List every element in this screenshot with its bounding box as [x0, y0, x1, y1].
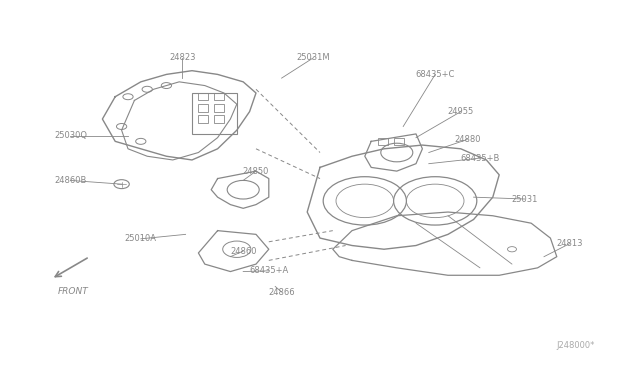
- Text: 24866: 24866: [268, 288, 295, 296]
- Text: J248000*: J248000*: [557, 341, 595, 350]
- Text: 24880: 24880: [454, 135, 481, 144]
- Text: 68435+A: 68435+A: [249, 266, 289, 275]
- Bar: [198, 104, 208, 112]
- Text: 25031: 25031: [511, 195, 538, 203]
- Text: 24860: 24860: [230, 247, 257, 256]
- Text: 68435+C: 68435+C: [415, 70, 455, 79]
- Text: 25010A: 25010A: [125, 234, 157, 243]
- Bar: [378, 138, 388, 145]
- Text: 24823: 24823: [169, 53, 196, 62]
- Bar: [214, 115, 224, 123]
- Text: 24955: 24955: [447, 107, 474, 116]
- Text: 25030Q: 25030Q: [54, 131, 87, 140]
- Bar: [394, 138, 404, 145]
- Bar: [214, 93, 224, 100]
- Bar: [198, 93, 208, 100]
- Text: 24813: 24813: [556, 239, 583, 248]
- Bar: [198, 115, 208, 123]
- Text: 68435+B: 68435+B: [460, 154, 500, 163]
- Text: FRONT: FRONT: [58, 287, 89, 296]
- Bar: [214, 104, 224, 112]
- Text: 25031M: 25031M: [297, 53, 330, 62]
- Text: 24850: 24850: [243, 167, 269, 176]
- Text: 24860B: 24860B: [54, 176, 86, 185]
